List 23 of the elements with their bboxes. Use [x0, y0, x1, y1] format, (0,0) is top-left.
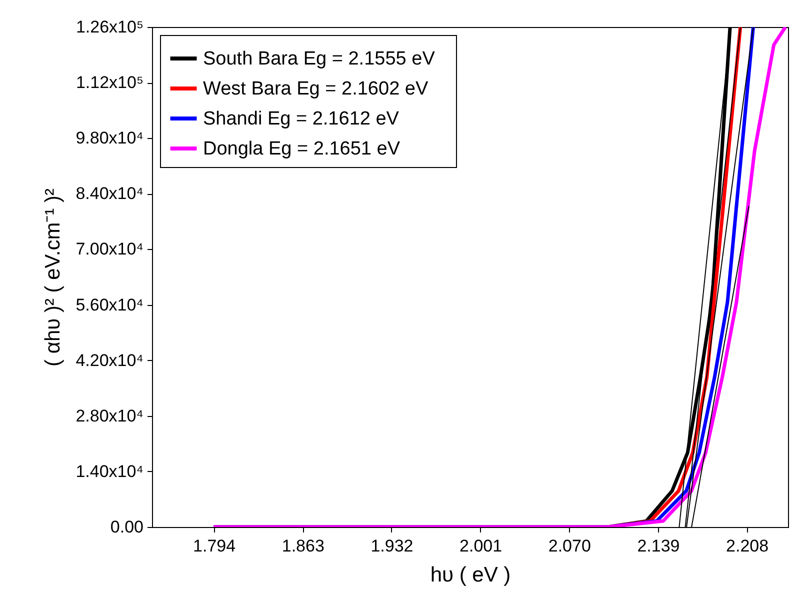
- x-tick-label: 2.070: [548, 536, 591, 556]
- y-tick-label: 5.60x10⁴: [76, 295, 144, 314]
- y-tick-label: 4.20x10⁴: [76, 350, 144, 370]
- y-tick-label: 8.40x10⁴: [76, 184, 144, 204]
- y-tick-label: 1.12x10⁵: [76, 73, 144, 92]
- x-tick-label: 2.139: [637, 536, 680, 556]
- x-tick-label: 1.863: [282, 536, 324, 556]
- y-tick-label: 2.80x10⁴: [76, 406, 144, 426]
- y-tick-label: 0.00: [110, 518, 144, 536]
- legend-label: Shandi Eg = 2.1612 eV: [203, 108, 400, 130]
- legend-label: Dongla Eg = 2.1651 eV: [203, 138, 400, 160]
- y-tick-label: 7.00x10⁴: [76, 240, 144, 259]
- x-tick-label: 2.208: [726, 536, 769, 556]
- x-axis-title: hυ ( eV ): [430, 564, 511, 586]
- x-tick-label: 1.794: [193, 536, 236, 556]
- y-axis-title: ( αhυ )² ( eV.cm⁻¹ )²: [42, 188, 65, 367]
- x-tick-label: 2.001: [460, 536, 502, 556]
- x-tick-label: 1.932: [370, 536, 414, 556]
- y-tick-label: 1.26x10⁵: [76, 18, 144, 36]
- y-tick-label: 9.80x10⁴: [76, 128, 144, 148]
- y-tick-label: 1.40x10⁴: [76, 462, 144, 481]
- legend-label: West Bara Eg = 2.1602 eV: [203, 78, 428, 100]
- legend-label: South Bara Eg = 2.1555 eV: [203, 48, 436, 70]
